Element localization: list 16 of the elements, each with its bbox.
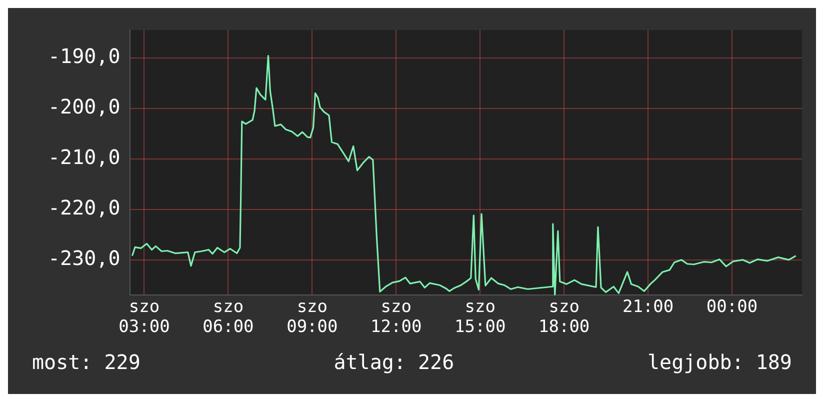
y-tick-label: -200,0 [48, 94, 120, 118]
y-tick-label: -190,0 [48, 44, 120, 68]
x-tick-label: szo 12:00 [370, 296, 422, 338]
y-tick-label: -220,0 [48, 196, 120, 220]
text: átlag: 226 [334, 350, 454, 374]
x-tick-label: szo 18:00 [538, 296, 590, 338]
x-tick-label: szo 15:00 [454, 296, 506, 338]
x-tick-label: szo 09:00 [286, 296, 338, 338]
text: legjobb: 189 [647, 350, 792, 374]
x-tick-label: szo 06:00 [202, 296, 254, 338]
text: most: 229 [32, 350, 140, 374]
x-tick-label: 00:00 [706, 296, 758, 317]
x-tick-label: 21:00 [622, 296, 674, 317]
y-tick-label: -230,0 [48, 246, 120, 270]
y-tick-label: -210,0 [48, 145, 120, 170]
x-tick-label: szo 03:00 [118, 296, 170, 338]
